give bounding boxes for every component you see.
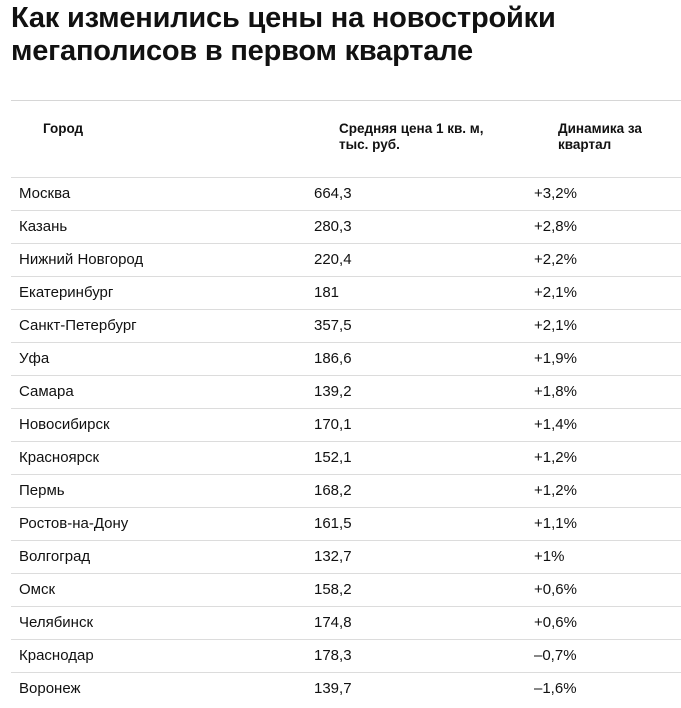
- dynamics-cell: +0,6%: [534, 581, 577, 598]
- city-cell: Челябинск: [19, 614, 94, 631]
- dynamics-cell: –0,7%: [534, 647, 577, 664]
- price-cell: 186,6: [314, 350, 352, 367]
- price-cell: 158,2: [314, 581, 352, 598]
- price-cell: 280,3: [314, 218, 352, 235]
- table-row: Новосибирск 170,1 +1,4%: [11, 408, 681, 441]
- table-row: Красноярск 152,1 +1,2%: [11, 441, 681, 474]
- page-title: Как изменились цены на новостройки мегап…: [11, 2, 556, 67]
- dynamics-cell: +1,9%: [534, 350, 577, 367]
- dynamics-cell: +3,2%: [534, 185, 577, 202]
- dynamics-cell: +0,6%: [534, 614, 577, 631]
- city-cell: Краснодар: [19, 647, 94, 664]
- dynamics-cell: +1,4%: [534, 416, 577, 433]
- column-header-price: Средняя цена 1 кв. м, тыс. руб.: [339, 121, 484, 152]
- price-cell: 152,1: [314, 449, 352, 466]
- price-cell: 139,7: [314, 680, 352, 697]
- dynamics-cell: +1%: [534, 548, 565, 565]
- city-cell: Екатеринбург: [19, 284, 114, 301]
- city-cell: Пермь: [19, 482, 65, 499]
- price-cell: 220,4: [314, 251, 352, 268]
- table-row: Уфа 186,6 +1,9%: [11, 342, 681, 375]
- table-row: Пермь 168,2 +1,2%: [11, 474, 681, 507]
- table-row: Омск 158,2 +0,6%: [11, 573, 681, 606]
- dynamics-cell: +2,1%: [534, 284, 577, 301]
- city-cell: Самара: [19, 383, 74, 400]
- table-row: Краснодар 178,3 –0,7%: [11, 639, 681, 672]
- column-header-dynamics: Динамика за квартал: [558, 121, 642, 152]
- table-row: Челябинск 174,8 +0,6%: [11, 606, 681, 639]
- dynamics-cell: +1,2%: [534, 449, 577, 466]
- city-cell: Омск: [19, 581, 56, 598]
- price-cell: 178,3: [314, 647, 352, 664]
- dynamics-cell: +2,1%: [534, 317, 577, 334]
- table-row: Екатеринбург 181 +2,1%: [11, 276, 681, 309]
- city-cell: Казань: [19, 218, 68, 235]
- city-cell: Москва: [19, 185, 71, 202]
- column-header-city: Город: [43, 121, 84, 136]
- price-table: Москва 664,3 +3,2% Казань 280,3 +2,8% Ни…: [11, 177, 681, 705]
- city-cell: Новосибирск: [19, 416, 110, 433]
- price-cell: 664,3: [314, 185, 352, 202]
- dynamics-cell: –1,6%: [534, 680, 577, 697]
- price-cell: 132,7: [314, 548, 352, 565]
- city-cell: Нижний Новгород: [19, 251, 144, 268]
- price-cell: 139,2: [314, 383, 352, 400]
- header-divider: [11, 100, 681, 101]
- city-cell: Воронеж: [19, 680, 81, 697]
- dynamics-cell: +1,2%: [534, 482, 577, 499]
- table-row: Казань 280,3 +2,8%: [11, 210, 681, 243]
- price-cell: 181: [314, 284, 340, 301]
- dynamics-cell: +2,2%: [534, 251, 577, 268]
- price-cell: 174,8: [314, 614, 352, 631]
- dynamics-cell: +2,8%: [534, 218, 577, 235]
- city-cell: Уфа: [19, 350, 50, 367]
- table-row: Нижний Новгород 220,4 +2,2%: [11, 243, 681, 276]
- price-cell: 357,5: [314, 317, 352, 334]
- table-row: Самара 139,2 +1,8%: [11, 375, 681, 408]
- dynamics-cell: +1,8%: [534, 383, 577, 400]
- city-cell: Санкт-Петербург: [19, 317, 137, 334]
- city-cell: Ростов-на-Дону: [19, 515, 129, 532]
- table-row: Ростов-на-Дону 161,5 +1,1%: [11, 507, 681, 540]
- city-cell: Красноярск: [19, 449, 100, 466]
- table-row: Волгоград 132,7 +1%: [11, 540, 681, 573]
- table-row: Санкт-Петербург 357,5 +2,1%: [11, 309, 681, 342]
- price-cell: 168,2: [314, 482, 352, 499]
- table-row: Воронеж 139,7 –1,6%: [11, 672, 681, 705]
- price-cell: 170,1: [314, 416, 352, 433]
- dynamics-cell: +1,1%: [534, 515, 577, 532]
- table-row: Москва 664,3 +3,2%: [11, 177, 681, 210]
- city-cell: Волгоград: [19, 548, 91, 565]
- price-cell: 161,5: [314, 515, 352, 532]
